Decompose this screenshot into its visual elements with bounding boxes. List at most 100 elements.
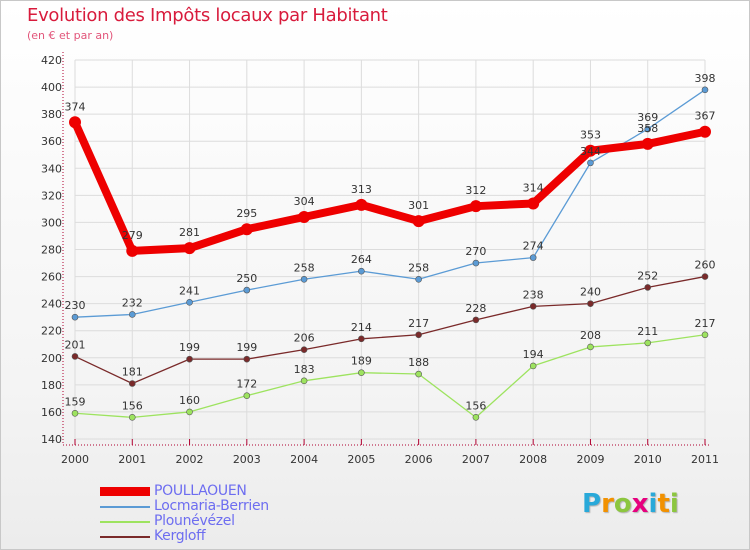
data-point: [584, 144, 597, 157]
x-tick-label: 2006: [405, 453, 433, 466]
y-tick-label: 320: [41, 189, 62, 202]
data-point: [587, 159, 594, 167]
data-point: [529, 362, 537, 370]
x-tick-label: 2003: [233, 453, 261, 466]
y-tick-label: 260: [41, 271, 62, 284]
x-tick-label: 2010: [634, 453, 662, 466]
data-label: 211: [637, 325, 658, 338]
data-point: [128, 311, 136, 318]
data-label: 260: [695, 259, 716, 272]
data-label: 313: [351, 183, 372, 196]
y-tick-label: 300: [41, 216, 62, 229]
data-label: 270: [465, 245, 486, 258]
data-label: 232: [122, 296, 143, 309]
legend-label-poullaouen: POULLAOUEN: [154, 483, 247, 499]
logo-letter: P: [582, 489, 602, 519]
data-point: [358, 267, 365, 275]
data-label: 258: [294, 261, 315, 274]
data-point: [529, 303, 537, 310]
data-point: [298, 211, 311, 224]
data-label: 201: [65, 338, 86, 351]
data-point: [701, 86, 709, 94]
data-point: [472, 316, 480, 324]
y-tick-label: 400: [41, 81, 62, 94]
data-label: 199: [236, 341, 257, 354]
data-label: 194: [523, 348, 544, 361]
data-label: 238: [523, 288, 544, 301]
data-label: 183: [294, 363, 315, 376]
logo-letter: i: [669, 489, 679, 519]
data-label: 172: [236, 378, 257, 391]
data-label: 398: [695, 72, 716, 85]
data-point: [71, 353, 79, 360]
data-point: [412, 215, 425, 228]
data-point: [243, 355, 251, 363]
data-point: [699, 125, 711, 138]
data-label: 274: [523, 240, 544, 253]
y-tick-label: 140: [41, 433, 62, 446]
logo-letter: x: [631, 489, 649, 519]
data-label: 358: [637, 122, 658, 135]
data-label: 189: [351, 355, 372, 368]
data-point: [644, 284, 652, 291]
x-tick-label: 2005: [347, 453, 375, 466]
series-line-kergloff: [74, 275, 706, 385]
data-label: 241: [179, 284, 200, 297]
data-label: 217: [408, 317, 429, 330]
data-point: [186, 355, 193, 363]
y-tick-label: 200: [41, 352, 62, 365]
legend-swatch-kergloff: [100, 535, 150, 538]
data-label: 301: [408, 199, 429, 212]
data-point: [587, 300, 594, 307]
y-tick-label: 380: [41, 108, 62, 121]
legend-item-kergloff: Kergloff: [100, 529, 269, 544]
data-point: [243, 286, 251, 294]
series-line-locmaria-berrien: [74, 89, 706, 318]
legend-swatch-plounevezel: [100, 520, 150, 523]
data-point: [71, 313, 79, 321]
data-label: 160: [179, 394, 200, 407]
data-point: [644, 339, 652, 347]
legend-swatch-poullaouen: [100, 487, 150, 496]
data-point: [186, 298, 193, 306]
data-label: 314: [523, 181, 544, 194]
data-label: 344: [580, 145, 601, 158]
data-label: 208: [580, 329, 601, 342]
data-point: [415, 275, 422, 283]
data-label: 240: [580, 286, 601, 299]
data-label: 312: [465, 184, 486, 197]
logo-letter: t: [657, 489, 670, 519]
chart-title: Evolution des Impôts locaux par Habitant: [27, 5, 388, 26]
data-label: 258: [408, 261, 429, 274]
logo-letter: o: [613, 489, 632, 519]
data-label: 264: [351, 253, 372, 266]
y-tick-label: 420: [41, 54, 62, 67]
data-point: [186, 408, 193, 416]
x-tick-label: 2011: [691, 453, 719, 466]
legend-label-plounevezel: Plounévézel: [154, 513, 235, 529]
data-label: 230: [65, 299, 86, 312]
data-label: 199: [179, 341, 200, 354]
data-point: [701, 273, 709, 280]
data-point: [529, 254, 537, 261]
data-point: [358, 335, 365, 343]
data-label: 252: [637, 269, 658, 282]
data-point: [128, 380, 136, 387]
legend-label-locmaria-berrien: Locmaria-Berrien: [154, 498, 269, 514]
data-label: 228: [465, 302, 486, 315]
data-label: 250: [236, 272, 257, 285]
legend-item-locmaria-berrien: Locmaria-Berrien: [100, 499, 269, 514]
data-label: 188: [408, 356, 429, 369]
data-label: 217: [695, 317, 716, 330]
legend: POULLAOUEN Locmaria-Berrien Plounévézel …: [100, 484, 269, 544]
data-point: [240, 223, 253, 236]
data-point: [300, 346, 308, 353]
data-label: 369: [637, 111, 658, 124]
data-point: [128, 414, 136, 421]
data-label: 156: [122, 399, 143, 412]
series-group: [69, 86, 711, 421]
data-point: [415, 370, 422, 378]
data-point: [472, 259, 480, 267]
